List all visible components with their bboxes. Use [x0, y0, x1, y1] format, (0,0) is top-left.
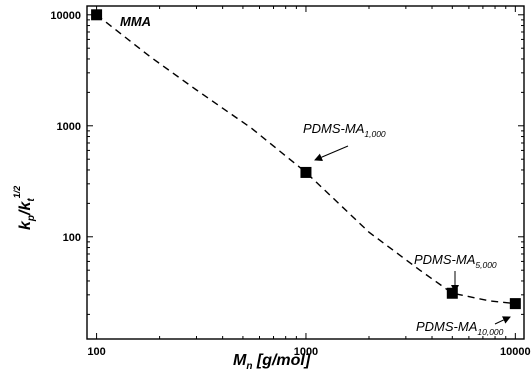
- annotation-pdms-ma-5000: PDMS-MA5,000: [414, 252, 497, 270]
- x-tick-label: 1000: [294, 346, 318, 358]
- data-point: [446, 287, 458, 299]
- trend-line: [96, 14, 516, 305]
- y-tick-label: 100: [63, 232, 81, 244]
- arrow-pdms-ma-10000: [494, 316, 511, 325]
- annotation-mma: MMA: [120, 14, 151, 29]
- data-point: [91, 9, 103, 21]
- axis-tick-labels: 100 1000 10000 100 1000 10000: [50, 10, 530, 358]
- x-tick-label: 100: [87, 346, 105, 358]
- y-tick-label: 1000: [57, 121, 81, 133]
- annotation-pdms-ma-10000: PDMS-MA10,000: [416, 319, 504, 337]
- data-points: [91, 9, 521, 310]
- annotation-pdms-ma-1000: PDMS-MA1,000: [303, 121, 386, 139]
- y-tick-label: 10000: [50, 10, 81, 22]
- arrow-pdms-ma-1000: [314, 145, 349, 161]
- y-axis-title: kp/kt1/2: [12, 186, 37, 230]
- data-point: [509, 298, 521, 310]
- data-point: [300, 166, 312, 178]
- x-tick-label: 10000: [500, 346, 531, 358]
- x-axis-title: Mn [g/mol]: [233, 352, 311, 371]
